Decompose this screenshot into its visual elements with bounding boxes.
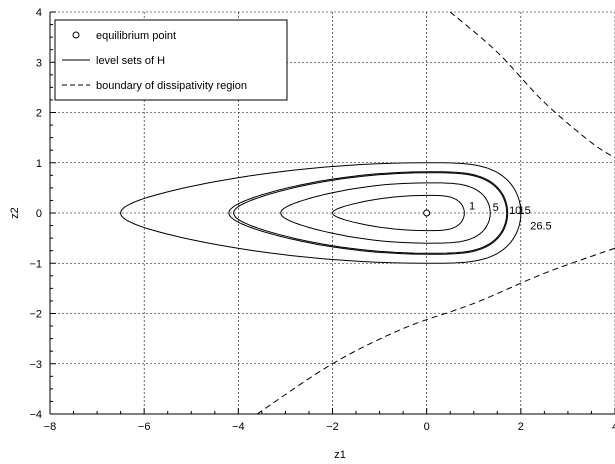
y-tick-label: −2 — [29, 309, 42, 321]
dissipativity-boundary-curve — [449, 12, 615, 159]
y-tick-label: 1 — [36, 158, 42, 170]
legend: equilibrium point level sets of H bounda… — [54, 19, 288, 101]
x-tick-label: −6 — [138, 421, 151, 433]
axis-tick-labels: −8 −6 −4 −2 0 2 4 −4 −3 −2 −1 0 1 2 3 4 — [29, 7, 615, 433]
level-set-curve — [280, 182, 491, 244]
x-tick-label: 4 — [612, 421, 615, 433]
y-tick-label: −1 — [29, 258, 42, 270]
level-set-label: 5 — [493, 202, 499, 214]
level-set-label: 15 — [518, 205, 530, 217]
legend-equilibrium-marker — [72, 31, 80, 39]
level-set-curve — [228, 171, 509, 255]
x-tick-label: −4 — [232, 421, 245, 433]
y-tick-label: −4 — [29, 409, 42, 421]
y-axis-label: z2 — [9, 207, 21, 219]
level-set-label: 10 — [509, 205, 521, 217]
level-set-label: 1 — [469, 200, 475, 212]
x-axis-label: z1 — [334, 449, 346, 461]
legend-box — [54, 19, 288, 101]
x-tick-label: −8 — [44, 421, 57, 433]
x-tick-label: −2 — [326, 421, 339, 433]
legend-label-boundary: boundary of dissipativity region — [96, 80, 247, 92]
y-tick-label: 3 — [36, 57, 42, 69]
equilibrium-point-marker — [423, 209, 431, 217]
legend-label-equilibrium: equilibrium point — [96, 30, 176, 42]
level-set-label: 26.5 — [530, 221, 551, 233]
y-tick-label: 4 — [36, 7, 42, 19]
level-set-curve — [331, 194, 465, 232]
level-set-curve — [233, 172, 508, 254]
legend-label-level-sets: level sets of H — [96, 55, 165, 67]
x-tick-label: 2 — [518, 421, 524, 433]
y-tick-label: 0 — [36, 208, 42, 220]
y-tick-label: 2 — [36, 108, 42, 120]
dissipativity-boundary-curve — [256, 247, 615, 414]
y-tick-label: −3 — [29, 359, 42, 371]
level-set-curve — [120, 162, 522, 264]
x-tick-label: 0 — [424, 421, 430, 433]
axis-ticks — [49, 11, 615, 415]
